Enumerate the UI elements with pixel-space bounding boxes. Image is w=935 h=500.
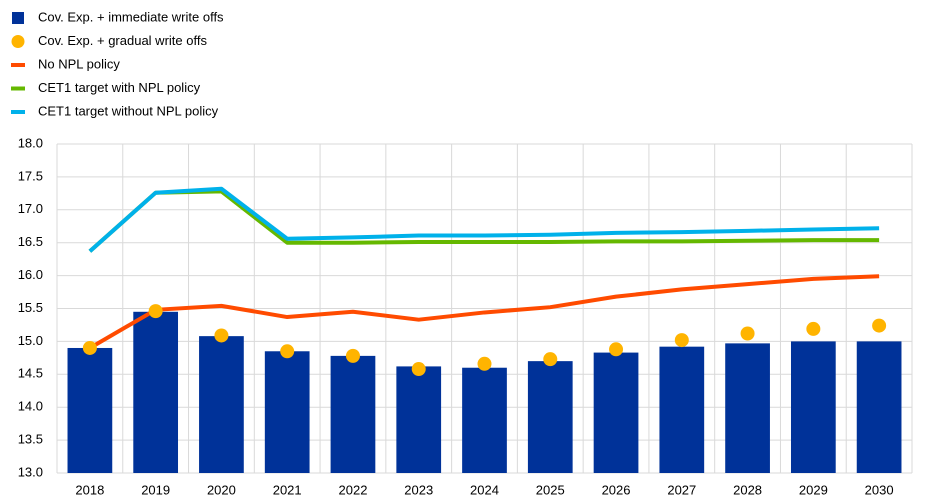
point	[609, 342, 624, 357]
x-tick-label: 2018	[75, 482, 104, 497]
legend-item: CET1 target without NPL policy	[11, 103, 219, 118]
point	[872, 318, 887, 333]
point	[806, 321, 821, 336]
bar	[856, 341, 902, 473]
bar	[199, 336, 244, 473]
x-tick-label: 2024	[470, 482, 499, 497]
bar	[725, 343, 770, 473]
point	[543, 352, 558, 367]
y-tick-label: 13.0	[18, 464, 43, 479]
bar	[527, 361, 573, 473]
point	[280, 344, 295, 359]
bar	[462, 367, 507, 473]
bar	[330, 355, 376, 473]
point	[82, 340, 97, 355]
point	[345, 348, 360, 363]
line	[88, 189, 880, 253]
y-tick-label: 16.0	[18, 267, 43, 282]
y-tick-label: 17.5	[18, 168, 43, 183]
x-tick-label: 2030	[865, 482, 894, 497]
bar	[659, 346, 705, 473]
point	[477, 356, 492, 371]
y-tick-label: 17.0	[18, 201, 43, 216]
x-tick-label: 2019	[141, 482, 170, 497]
x-tick-label: 2026	[602, 482, 631, 497]
bar	[133, 311, 179, 473]
x-tick-label: 2029	[799, 482, 828, 497]
legend-label: Cov. Exp. + immediate write offs	[38, 9, 224, 24]
point	[214, 328, 229, 343]
legend-item: Cov. Exp. + immediate write offs	[12, 9, 224, 24]
x-tick-label: 2020	[207, 482, 236, 497]
x-tick-label: 2023	[404, 482, 433, 497]
point	[674, 333, 689, 348]
legend-swatch	[12, 12, 24, 24]
y-tick-label: 15.0	[18, 333, 43, 348]
x-tick-label: 2022	[339, 482, 368, 497]
bar	[396, 366, 442, 473]
bar	[790, 341, 836, 473]
point	[740, 326, 755, 341]
x-tick-label: 2025	[536, 482, 565, 497]
x-tick-label: 2027	[667, 482, 696, 497]
y-tick-label: 13.5	[18, 432, 43, 447]
x-tick-label: 2021	[273, 482, 302, 497]
legend-label: Cov. Exp. + gradual write offs	[38, 33, 207, 48]
line	[88, 274, 880, 350]
y-tick-label: 16.5	[18, 234, 43, 249]
legend-swatch	[11, 35, 25, 48]
legend-label: CET1 target without NPL policy	[38, 103, 219, 118]
y-tick-label: 15.5	[18, 300, 43, 315]
y-tick-label: 14.5	[18, 366, 43, 381]
y-tick-label: 18.0	[18, 135, 43, 150]
bar	[264, 351, 310, 473]
bar	[67, 347, 113, 473]
legend-label: CET1 target with NPL policy	[38, 80, 201, 95]
legend-item: Cov. Exp. + gradual write offs	[11, 33, 207, 48]
legend-label: No NPL policy	[38, 56, 120, 71]
legend-item: No NPL policy	[11, 56, 120, 71]
legend-item: CET1 target with NPL policy	[11, 80, 201, 95]
point	[148, 304, 163, 319]
y-tick-label: 14.0	[18, 399, 43, 414]
bar	[593, 352, 639, 473]
x-tick-label: 2028	[733, 482, 762, 497]
line	[88, 186, 880, 253]
point	[411, 362, 426, 377]
